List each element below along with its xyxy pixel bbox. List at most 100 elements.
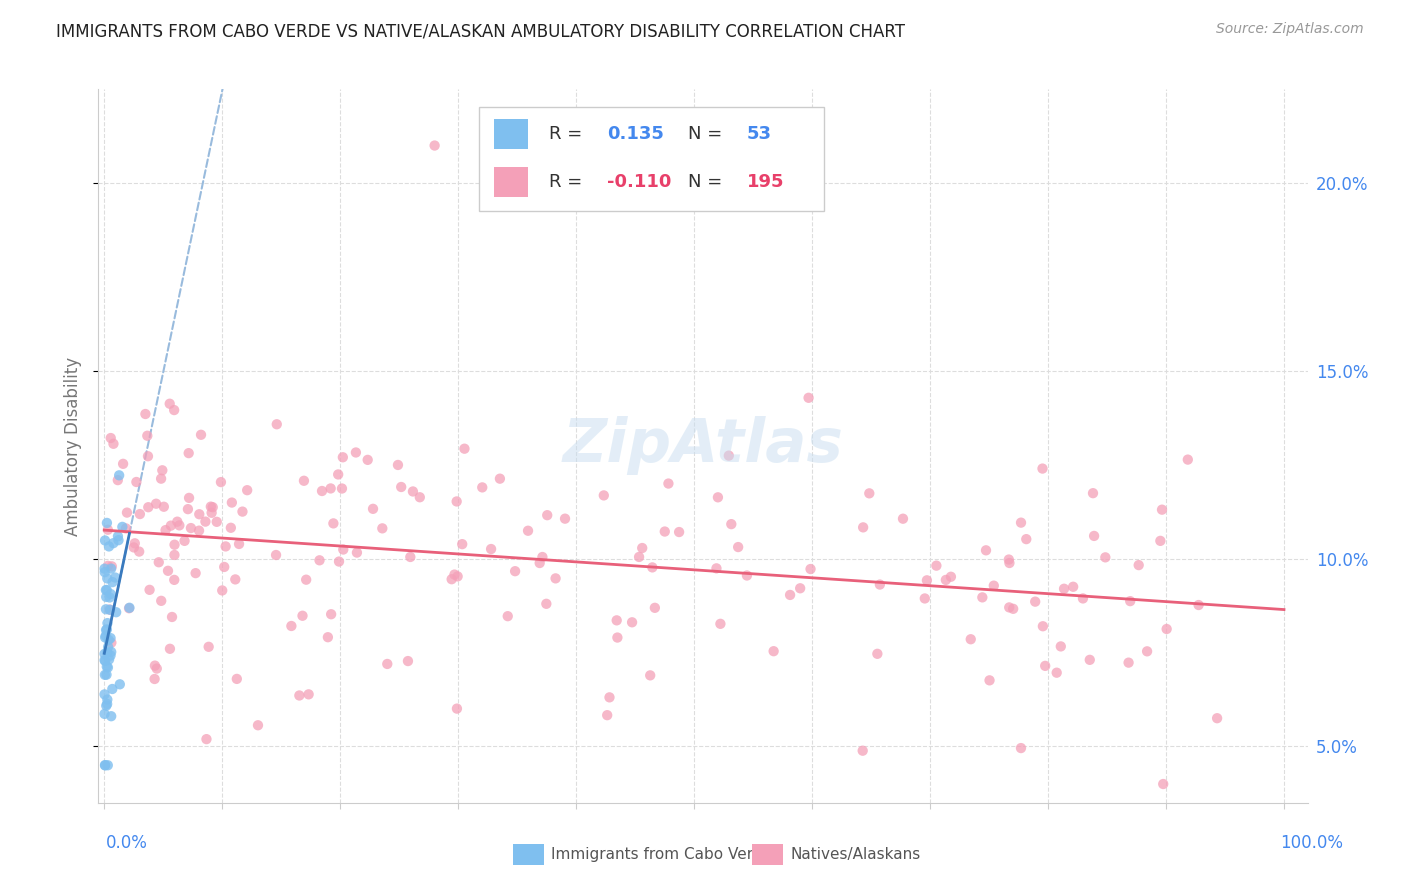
Point (94, 668, 117, 682)
Point (107, 533, 129, 548)
Text: ZipAtlas: ZipAtlas (562, 417, 844, 475)
Point (959, 632, 981, 647)
Point (143, 658, 166, 673)
Point (169, 518, 191, 533)
Point (1078, 653, 1101, 667)
Point (852, 520, 875, 534)
FancyBboxPatch shape (479, 107, 824, 211)
Point (288, 689, 311, 703)
Point (891, 512, 914, 526)
Point (1156, 622, 1178, 636)
Point (1152, 777, 1174, 791)
Point (654, 524, 676, 539)
Point (974, 543, 997, 558)
Point (779, 588, 801, 602)
Point (205, 515, 228, 529)
Point (100, 709, 122, 723)
Point (606, 631, 628, 645)
Point (357, 453, 380, 467)
Point (93, 647, 115, 661)
Point (103, 437, 125, 451)
Point (94, 602, 117, 616)
Point (316, 630, 339, 644)
Text: R =: R = (550, 125, 589, 143)
Point (735, 568, 758, 582)
Point (266, 417, 288, 432)
Point (94, 623, 117, 637)
Point (188, 507, 211, 521)
Point (396, 654, 419, 668)
Text: 195: 195 (747, 173, 785, 191)
Point (104, 570, 127, 584)
Point (762, 644, 785, 658)
Point (371, 521, 394, 535)
Text: Source: ZipAtlas.com: Source: ZipAtlas.com (1216, 22, 1364, 37)
Point (156, 564, 179, 578)
Point (111, 520, 134, 534)
FancyBboxPatch shape (494, 120, 527, 149)
Point (150, 472, 173, 486)
Point (163, 538, 186, 552)
Point (94, 629, 117, 643)
Point (94, 758, 117, 772)
Point (184, 566, 207, 581)
Point (1049, 640, 1071, 654)
Point (211, 583, 233, 598)
Text: R =: R = (550, 173, 589, 191)
Point (177, 491, 200, 505)
Point (96, 692, 118, 706)
Point (544, 571, 567, 585)
Point (159, 641, 181, 656)
Point (644, 600, 666, 615)
Point (1136, 644, 1159, 658)
Point (94, 583, 117, 598)
Point (105, 605, 128, 619)
Point (1081, 486, 1104, 500)
Point (998, 556, 1021, 570)
Point (328, 467, 350, 482)
Point (939, 570, 962, 584)
Point (423, 138, 446, 153)
Point (503, 564, 526, 578)
Point (592, 488, 614, 502)
Text: N =: N = (689, 125, 728, 143)
Point (727, 540, 749, 554)
Point (177, 502, 200, 516)
Point (136, 429, 159, 443)
Point (97, 660, 120, 674)
Point (453, 442, 475, 456)
Point (1083, 529, 1105, 543)
Point (221, 495, 243, 509)
Point (201, 506, 224, 520)
Point (94, 654, 117, 668)
Point (280, 619, 302, 633)
Point (197, 640, 219, 654)
Point (402, 484, 425, 499)
Point (163, 548, 186, 562)
Point (1031, 461, 1053, 475)
Point (1024, 595, 1046, 609)
Point (983, 579, 1005, 593)
Point (668, 524, 690, 539)
Point (344, 445, 367, 459)
Point (98, 603, 121, 617)
Point (479, 541, 502, 556)
Point (93, 687, 115, 701)
Point (96, 659, 118, 673)
Point (108, 677, 131, 691)
Point (866, 647, 889, 661)
Point (115, 521, 138, 535)
Point (93, 565, 115, 579)
Point (100, 561, 122, 575)
Text: 0.0%: 0.0% (105, 834, 148, 852)
Point (517, 524, 540, 538)
Point (122, 541, 145, 555)
Point (150, 463, 173, 477)
Point (529, 556, 551, 570)
Y-axis label: Ambulatory Disability: Ambulatory Disability (65, 357, 83, 535)
Point (118, 601, 141, 615)
Point (98, 591, 121, 605)
Point (471, 480, 494, 494)
Text: 53: 53 (747, 125, 772, 143)
Point (375, 657, 398, 671)
